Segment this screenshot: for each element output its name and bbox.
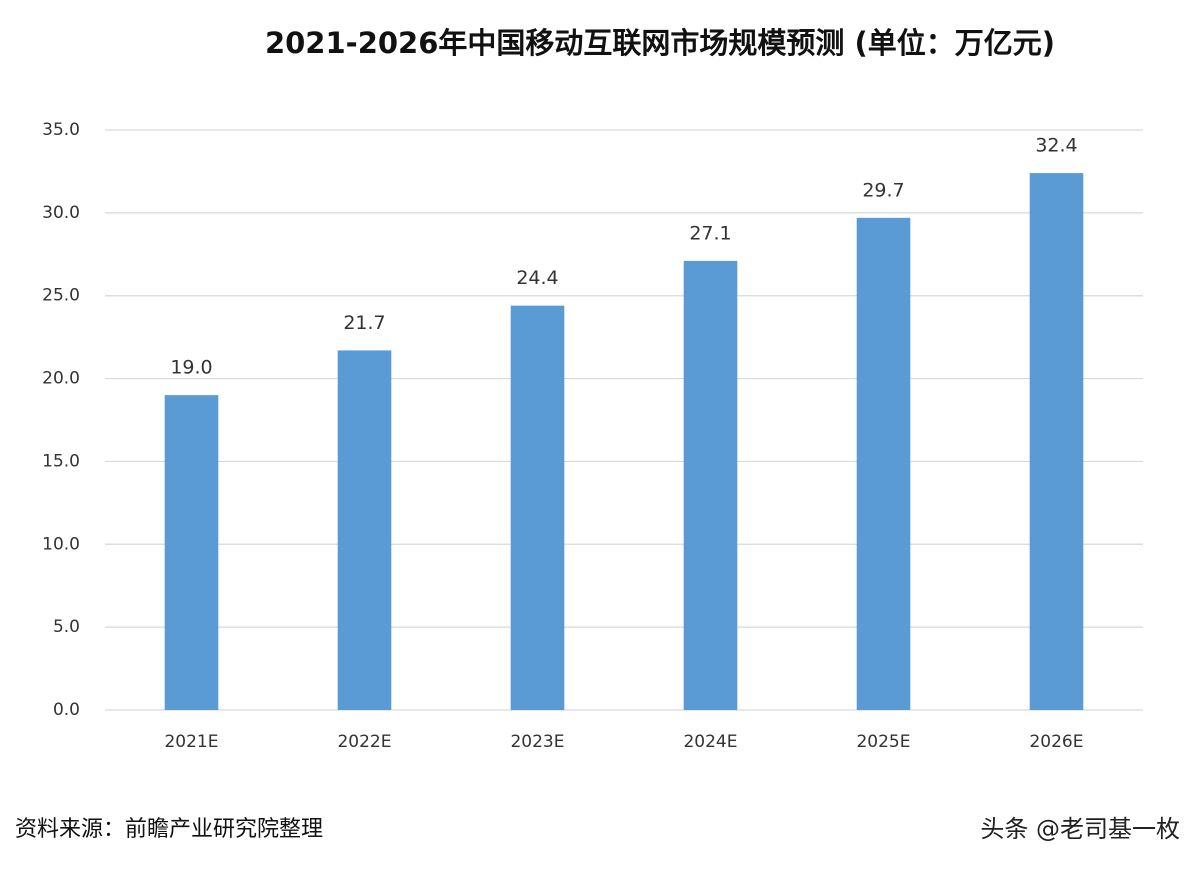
y-tick-label: 5.0	[53, 617, 80, 637]
value-label: 19.0	[170, 357, 212, 379]
value-label: 32.4	[1035, 135, 1077, 157]
value-label: 24.4	[516, 267, 558, 289]
bar	[683, 260, 738, 710]
y-tick-label: 0.0	[53, 700, 80, 720]
bar	[510, 305, 565, 710]
bar	[164, 395, 219, 710]
credit: 头条 @老司基一枚	[980, 815, 1180, 843]
x-tick-label: 2026E	[1029, 732, 1083, 752]
source-note: 资料来源：前瞻产业研究院整理	[15, 817, 323, 842]
y-tick-label: 30.0	[42, 203, 80, 223]
x-tick-label: 2022E	[337, 732, 391, 752]
x-tick-label: 2024E	[683, 732, 737, 752]
y-tick-label: 25.0	[42, 286, 80, 306]
bar	[856, 217, 911, 711]
x-tick-label: 2021E	[164, 732, 218, 752]
bar	[1029, 173, 1084, 711]
bar	[337, 350, 392, 710]
y-tick-label: 20.0	[42, 369, 80, 389]
x-tick-label: 2025E	[856, 732, 910, 752]
value-label: 27.1	[689, 222, 731, 244]
chart-title: 2021-2026年中国移动互联网市场规模预测 (单位：万亿元)	[265, 26, 1055, 60]
y-tick-label: 35.0	[42, 120, 80, 140]
y-tick-label: 15.0	[42, 451, 80, 471]
value-label: 29.7	[862, 179, 904, 201]
y-tick-label: 10.0	[42, 534, 80, 554]
value-label: 21.7	[343, 312, 385, 334]
x-tick-label: 2023E	[510, 732, 564, 752]
